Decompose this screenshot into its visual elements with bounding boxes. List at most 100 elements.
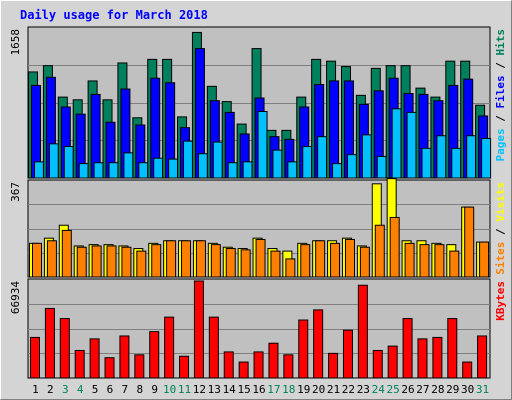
bar-sites-day-27 (419, 244, 430, 278)
x-label-day-22: 22 (342, 383, 355, 396)
bar-pages-day-22 (346, 154, 357, 179)
x-label-day-2: 2 (47, 383, 54, 396)
bar-sites-day-28 (434, 244, 445, 278)
bar-sites-day-5 (91, 245, 102, 278)
bar-pages-day-29 (451, 147, 462, 179)
x-label-day-28: 28 (431, 383, 444, 396)
bar-sites-day-17 (270, 250, 281, 278)
legend-kbytes: KBytes (494, 281, 507, 321)
bar-pages-day-19 (302, 146, 313, 179)
bar-sites-day-20 (315, 240, 326, 278)
bar-pages-day-13 (212, 141, 223, 179)
bar-kbytes-day-28 (432, 336, 443, 379)
bar-pages-day-10 (168, 158, 179, 179)
bar-sites-day-12 (195, 240, 206, 278)
bar-pages-day-17 (272, 149, 283, 179)
x-label-day-16: 16 (252, 383, 265, 396)
legend-entry: Pages (494, 128, 507, 161)
bar-pages-day-3 (63, 146, 74, 179)
bar-pages-day-15 (242, 161, 253, 179)
bar-kbytes-day-8 (134, 354, 145, 379)
x-label-day-20: 20 (312, 383, 325, 396)
panel-requests: 1658 Pages / Files / Hits (9, 26, 507, 179)
x-label-day-25: 25 (387, 383, 400, 396)
x-label-day-4: 4 (77, 383, 84, 396)
x-label-day-8: 8 (136, 383, 143, 396)
bar-sites-day-7 (121, 246, 132, 278)
x-label-day-19: 19 (297, 383, 310, 396)
legend-entry: Files (494, 75, 507, 108)
x-label-day-5: 5 (92, 383, 99, 396)
x-label-day-7: 7 (122, 383, 129, 396)
bar-kbytes-day-18 (283, 354, 294, 379)
x-label-day-17: 17 (267, 383, 280, 396)
x-label-day-21: 21 (327, 383, 340, 396)
x-label-day-24: 24 (372, 383, 386, 396)
legend-entry: / (494, 109, 507, 129)
bar-sites-day-10 (166, 240, 177, 278)
bar-pages-day-7 (123, 152, 134, 179)
bar-sites-day-3 (61, 229, 72, 278)
bar-kbytes-day-23 (357, 284, 368, 379)
legend-entry: / (494, 56, 507, 76)
bar-kbytes-day-29 (447, 318, 458, 379)
legend-requests: Pages / Files / Hits (494, 29, 507, 162)
bar-sites-day-2 (46, 240, 57, 278)
bar-sites-day-14 (225, 248, 236, 278)
bar-pages-day-27 (421, 147, 432, 179)
legend-visits: Sites / Visits (494, 182, 507, 275)
bar-kbytes-day-24 (372, 349, 383, 379)
bar-kbytes-day-25 (387, 345, 398, 379)
bar-pages-day-18 (287, 161, 298, 179)
bar-sites-day-6 (106, 245, 117, 278)
bar-pages-day-12 (197, 153, 208, 179)
x-label-day-9: 9 (151, 383, 158, 396)
bar-pages-day-11 (183, 140, 194, 179)
x-label-day-6: 6 (107, 383, 114, 396)
bar-sites-day-13 (210, 244, 221, 278)
bar-kbytes-day-22 (342, 329, 353, 379)
bar-pages-day-21 (332, 163, 343, 179)
bar-kbytes-day-5 (89, 338, 100, 379)
bar-sites-day-11 (181, 240, 192, 278)
bar-sites-day-30 (464, 206, 475, 278)
max-label-requests: 1658 (9, 29, 22, 56)
bar-pages-day-20 (317, 136, 328, 179)
bar-sites-day-19 (300, 244, 311, 278)
bar-sites-day-31 (479, 241, 490, 278)
panel-visits: 367 Sites / Visits (9, 178, 507, 278)
bar-pages-day-1 (34, 161, 44, 179)
bar-kbytes-day-7 (119, 335, 130, 379)
bar-sites-day-23 (359, 246, 370, 278)
x-label-day-18: 18 (282, 383, 295, 396)
bar-kbytes-day-14 (223, 351, 234, 379)
bar-sites-day-25 (389, 216, 400, 278)
bar-kbytes-day-4 (74, 349, 85, 379)
x-label-day-26: 26 (401, 383, 414, 396)
x-label-day-12: 12 (193, 383, 206, 396)
x-label-day-15: 15 (237, 383, 250, 396)
bar-kbytes-day-3 (59, 318, 70, 379)
bar-sites-day-26 (404, 242, 415, 278)
bar-kbytes-day-6 (104, 357, 115, 379)
bar-pages-day-9 (153, 157, 164, 179)
bar-kbytes-day-27 (417, 338, 428, 379)
bar-pages-day-31 (481, 137, 492, 179)
bar-kbytes-day-21 (328, 352, 339, 379)
bar-pages-day-4 (78, 163, 89, 179)
bar-pages-day-16 (257, 110, 268, 179)
bar-kbytes-day-2 (44, 307, 55, 379)
x-label-day-3: 3 (62, 383, 69, 396)
x-label-day-27: 27 (416, 383, 429, 396)
panel-kbytes: 66934 KBytes (9, 278, 507, 379)
chart-title: Daily usage for March 2018 (20, 8, 208, 22)
bar-sites-day-9 (151, 244, 162, 278)
bar-pages-day-2 (48, 143, 59, 179)
x-label-day-30: 30 (461, 383, 474, 396)
bar-pages-day-6 (108, 162, 119, 179)
max-label-visits: 367 (9, 182, 22, 202)
x-label-day-11: 11 (178, 383, 191, 396)
bar-sites-day-15 (240, 249, 251, 278)
bar-pages-day-26 (406, 111, 417, 179)
